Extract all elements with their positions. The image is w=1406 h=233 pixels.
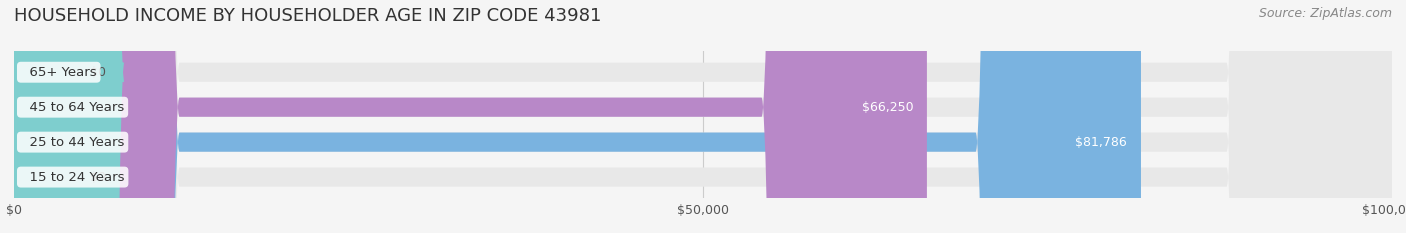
Text: $0: $0 xyxy=(90,66,105,79)
Text: $0: $0 xyxy=(90,171,105,184)
Text: 45 to 64 Years: 45 to 64 Years xyxy=(21,101,124,114)
Text: 15 to 24 Years: 15 to 24 Years xyxy=(21,171,125,184)
FancyBboxPatch shape xyxy=(0,0,124,233)
FancyBboxPatch shape xyxy=(14,0,1392,233)
Text: HOUSEHOLD INCOME BY HOUSEHOLDER AGE IN ZIP CODE 43981: HOUSEHOLD INCOME BY HOUSEHOLDER AGE IN Z… xyxy=(14,7,602,25)
Text: $66,250: $66,250 xyxy=(862,101,912,114)
FancyBboxPatch shape xyxy=(0,0,124,233)
FancyBboxPatch shape xyxy=(14,0,1392,233)
Text: Source: ZipAtlas.com: Source: ZipAtlas.com xyxy=(1258,7,1392,20)
Text: $81,786: $81,786 xyxy=(1076,136,1128,149)
FancyBboxPatch shape xyxy=(14,0,1392,233)
Text: 25 to 44 Years: 25 to 44 Years xyxy=(21,136,124,149)
FancyBboxPatch shape xyxy=(14,0,1392,233)
FancyBboxPatch shape xyxy=(14,0,927,233)
Text: 65+ Years: 65+ Years xyxy=(21,66,97,79)
FancyBboxPatch shape xyxy=(14,0,1142,233)
